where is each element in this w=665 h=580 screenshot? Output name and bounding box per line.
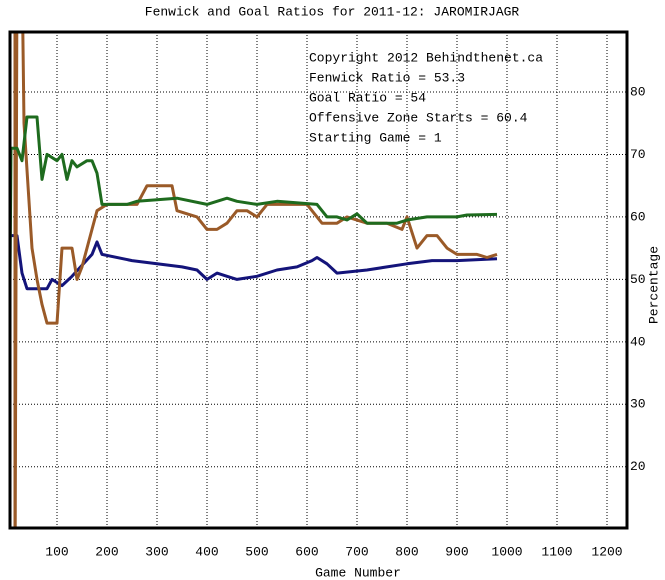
- x-tick-label: 1100: [541, 544, 572, 559]
- x-tick-label: 100: [45, 544, 68, 559]
- chart-title: Fenwick and Goal Ratios for 2011-12: JAR…: [145, 4, 520, 19]
- series-line: [10, 115, 498, 280]
- y-tick-label: 80: [630, 84, 646, 99]
- x-axis-label: Game Number: [315, 565, 401, 580]
- x-tick-label: 900: [445, 544, 468, 559]
- x-tick-label: 600: [295, 544, 318, 559]
- plot-frame: [8, 30, 629, 530]
- x-tick-label: 400: [195, 544, 218, 559]
- x-tick-label: 800: [395, 544, 418, 559]
- annotation: Copyright 2012 Behindthenet.ca: [309, 50, 543, 65]
- y-tick-label: 70: [630, 147, 646, 162]
- y-tick-label: 60: [630, 209, 646, 224]
- annotation: Goal Ratio = 54: [309, 90, 426, 105]
- y-tick-label: 20: [630, 459, 646, 474]
- y-tick-label: 50: [630, 272, 646, 287]
- annotation: Offensive Zone Starts = 60.4: [309, 110, 528, 125]
- annotation: Fenwick Ratio = 53.3: [309, 70, 465, 85]
- x-tick-label: 700: [345, 544, 368, 559]
- x-tick-label: 300: [145, 544, 168, 559]
- series-line: [10, 234, 498, 291]
- plot-lines: [10, 32, 498, 528]
- x-tick-label: 500: [245, 544, 268, 559]
- x-tick-label: 200: [95, 544, 118, 559]
- annotation: Starting Game = 1: [309, 130, 442, 145]
- series-line: [13, 32, 498, 528]
- y-tick-label: 30: [630, 397, 646, 412]
- y-axis-label: Percentage: [646, 246, 661, 324]
- x-tick-label: 1000: [491, 544, 522, 559]
- y-tick-label: 40: [630, 334, 646, 349]
- x-tick-label: 1200: [591, 544, 622, 559]
